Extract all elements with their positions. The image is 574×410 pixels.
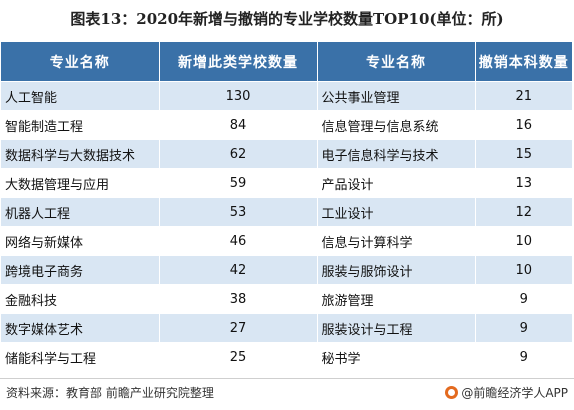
new-major-name-cell: 机器人工程 xyxy=(1,197,160,227)
revoked-major-name-cell: 电子信息科学与技术 xyxy=(317,139,476,169)
revoked-count-cell: 10 xyxy=(475,226,572,256)
header-new-count: 新增此类学校数量 xyxy=(159,42,318,82)
revoked-major-name-cell: 旅游管理 xyxy=(317,284,476,314)
revoked-count-cell: 15 xyxy=(475,139,572,169)
chart-title: 图表13：2020年新增与撤销的专业学校数量TOP10(单位：所) xyxy=(70,10,504,28)
new-major-name-cell: 大数据管理与应用 xyxy=(1,168,160,198)
table-row: 智能制造工程 84 信息管理与信息系统 16 xyxy=(1,110,572,140)
revoked-count-cell: 16 xyxy=(475,110,572,140)
table-row: 数据科学与大数据技术 62 电子信息科学与技术 15 xyxy=(1,139,572,169)
revoked-count-cell: 12 xyxy=(475,197,572,227)
revoked-major-name-cell: 工业设计 xyxy=(317,197,476,227)
table-row: 人工智能 130 公共事业管理 21 xyxy=(1,81,572,111)
revoked-count-cell: 9 xyxy=(475,342,572,371)
new-count-cell: 62 xyxy=(159,139,318,169)
source-note: 资料来源：教育部 前瞻产业研究院整理 xyxy=(6,386,214,400)
data-table: 专业名称 新增此类学校数量 专业名称 撤销本科数量 人工智能 130 公共事业管理 2… xyxy=(1,42,572,371)
table-row: 数字媒体艺术 27 服装设计与工程 9 xyxy=(1,313,572,343)
new-count-cell: 46 xyxy=(159,226,318,256)
revoked-major-name-cell: 产品设计 xyxy=(317,168,476,198)
revoked-major-name-cell: 服装设计与工程 xyxy=(317,313,476,343)
table-row: 金融科技 38 旅游管理 9 xyxy=(1,284,572,314)
new-count-cell: 53 xyxy=(159,197,318,227)
header-revoked-count: 撤销本科数量 xyxy=(475,42,572,82)
brand-logo-icon xyxy=(445,386,459,399)
revoked-major-name-cell: 信息管理与信息系统 xyxy=(317,110,476,140)
revoked-count-cell: 9 xyxy=(475,313,572,343)
new-major-name-cell: 网络与新媒体 xyxy=(1,226,160,256)
header-major-name-revoked: 专业名称 xyxy=(317,42,476,82)
revoked-count-cell: 10 xyxy=(475,255,572,285)
revoked-major-name-cell: 信息与计算科学 xyxy=(317,226,476,256)
new-count-cell: 42 xyxy=(159,255,318,285)
revoked-count-cell: 21 xyxy=(475,81,572,111)
footer-divider xyxy=(0,378,574,379)
new-major-name-cell: 数字媒体艺术 xyxy=(1,313,160,343)
table-header-row: 专业名称 新增此类学校数量 专业名称 撤销本科数量 xyxy=(1,42,572,82)
brand-credit: @前瞻经济学人APP xyxy=(445,384,568,401)
new-major-name-cell: 人工智能 xyxy=(1,81,160,111)
new-count-cell: 27 xyxy=(159,313,318,343)
new-count-cell: 130 xyxy=(159,81,318,111)
table-row: 跨境电子商务 42 服装与服饰设计 10 xyxy=(1,255,572,285)
revoked-major-name-cell: 秘书学 xyxy=(317,342,476,371)
new-major-name-cell: 智能制造工程 xyxy=(1,110,160,140)
table-row: 储能科学与工程 25 秘书学 9 xyxy=(1,342,572,371)
header-major-name-new: 专业名称 xyxy=(1,42,160,82)
new-count-cell: 25 xyxy=(159,342,318,371)
new-major-name-cell: 金融科技 xyxy=(1,284,160,314)
new-major-name-cell: 数据科学与大数据技术 xyxy=(1,139,160,169)
new-count-cell: 84 xyxy=(159,110,318,140)
brand-text: @前瞻经济学人APP xyxy=(461,386,568,400)
table-row: 网络与新媒体 46 信息与计算科学 10 xyxy=(1,226,572,256)
new-count-cell: 38 xyxy=(159,284,318,314)
new-major-name-cell: 跨境电子商务 xyxy=(1,255,160,285)
table-row: 大数据管理与应用 59 产品设计 13 xyxy=(1,168,572,198)
new-count-cell: 59 xyxy=(159,168,318,198)
revoked-count-cell: 9 xyxy=(475,284,572,314)
table-row: 机器人工程 53 工业设计 12 xyxy=(1,197,572,227)
revoked-count-cell: 13 xyxy=(475,168,572,198)
new-major-name-cell: 储能科学与工程 xyxy=(1,342,160,371)
revoked-major-name-cell: 服装与服饰设计 xyxy=(317,255,476,285)
revoked-major-name-cell: 公共事业管理 xyxy=(317,81,476,111)
